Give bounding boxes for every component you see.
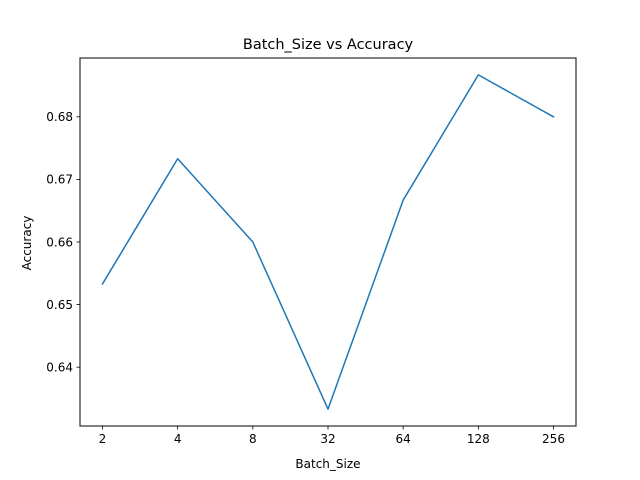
plot-frame [79,57,577,427]
x-tick-label: 2 [99,432,107,446]
y-tick-label: 0.67 [46,173,73,187]
y-tick-label: 0.66 [46,235,73,249]
x-tick-label: 128 [467,432,490,446]
x-tick-label: 256 [542,432,565,446]
x-tick-label: 32 [320,432,335,446]
y-tick-label: 0.68 [46,110,73,124]
y-tick-label: 0.65 [46,298,73,312]
chart-title: Batch_Size vs Accuracy [243,37,414,53]
x-tick-label: 4 [174,432,182,446]
plot-area: 2 4 8 32 64 128 256 0.64 0.65 0.66 0.67 0.68 [46,74,565,446]
y-tick-label: 0.64 [46,360,73,374]
series-line [101,74,555,410]
x-tick-label: 64 [396,432,411,446]
y-axis-label: Accuracy [20,216,34,271]
x-axis-label: Batch_Size [295,457,360,471]
x-tick-label: 8 [249,432,257,446]
